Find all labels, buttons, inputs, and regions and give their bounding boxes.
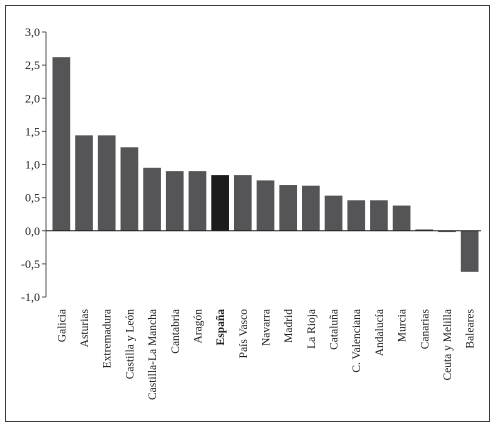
bars	[52, 57, 479, 272]
y-tick-label: 1,5	[25, 124, 40, 138]
bar-extremadura	[97, 135, 116, 231]
x-tick-label: Murcia	[397, 309, 409, 342]
y-tick-label: 2,0	[25, 91, 40, 105]
x-tick-label: Cataluña	[329, 309, 341, 350]
bar-castilla-la-mancha	[143, 167, 161, 231]
x-tick-label: Castilla-La Mancha	[147, 309, 159, 400]
x-tick-label: Ceuta y Melilla	[442, 309, 454, 381]
x-tick-label: España	[215, 309, 227, 346]
x-tick-label: Cantabria	[170, 309, 182, 354]
y-axis: -1,0 -0,5 0,0 0,5 1,0 1,5 2,0 2,5 3,0	[21, 25, 47, 304]
x-axis-labels: Galicia Asturias Extremadura Castilla y Leó…	[56, 308, 476, 400]
bar-c-valenciana	[347, 200, 366, 231]
x-tick-label: Asturias	[79, 308, 91, 347]
bar-galicia	[52, 57, 71, 231]
x-tick-label: Andalucía	[374, 309, 386, 356]
bar-murcia	[392, 205, 411, 231]
bar-castilla-y-león	[120, 147, 139, 231]
x-tick-label: País Vasco	[238, 309, 250, 359]
x-tick-label: Extremadura	[102, 309, 114, 368]
bar-país-vasco	[233, 175, 252, 231]
bar-españa	[211, 175, 229, 231]
bar-la-rioja	[302, 185, 320, 231]
y-tick-label: 0,5	[25, 191, 40, 205]
x-tick-label: Madrid	[283, 309, 295, 343]
y-tick-label: -0,5	[21, 257, 40, 271]
x-tick-label: Navarra	[261, 309, 273, 346]
bar-asturias	[75, 135, 93, 231]
bar-ceuta-y-melilla	[438, 230, 456, 233]
x-tick-label: C. Valenciana	[351, 309, 363, 373]
y-tick-label: -1,0	[21, 290, 40, 304]
bar-navarra	[256, 180, 275, 231]
bar-canarias	[415, 229, 434, 231]
bar-cataluña	[324, 195, 343, 231]
x-tick-label: Galicia	[56, 309, 68, 342]
bar-chart: -1,0 -0,5 0,0 0,5 1,0 1,5 2,0 2,5 3,0 Galicia Ast…	[21, 25, 481, 400]
y-tick-label: 2,5	[25, 58, 40, 72]
x-tick-label: Castilla y León	[124, 309, 136, 380]
x-tick-label: Canarias	[419, 308, 431, 349]
y-tick-label: 0,0	[25, 224, 40, 238]
bar-cantabria	[165, 171, 184, 231]
bar-aragón	[188, 171, 207, 231]
x-tick-label: Aragón	[192, 309, 204, 344]
y-tick-label: 3,0	[25, 25, 40, 39]
bar-madrid	[279, 185, 298, 231]
bar-andalucía	[370, 200, 388, 231]
bar-baleares	[460, 230, 479, 272]
x-tick-label: La Rioja	[306, 309, 318, 349]
chart-frame: -1,0 -0,5 0,0 0,5 1,0 1,5 2,0 2,5 3,0 Galicia Ast…	[5, 5, 490, 422]
y-tick-label: 1,0	[25, 158, 40, 172]
x-tick-label: Baleares	[465, 308, 477, 348]
